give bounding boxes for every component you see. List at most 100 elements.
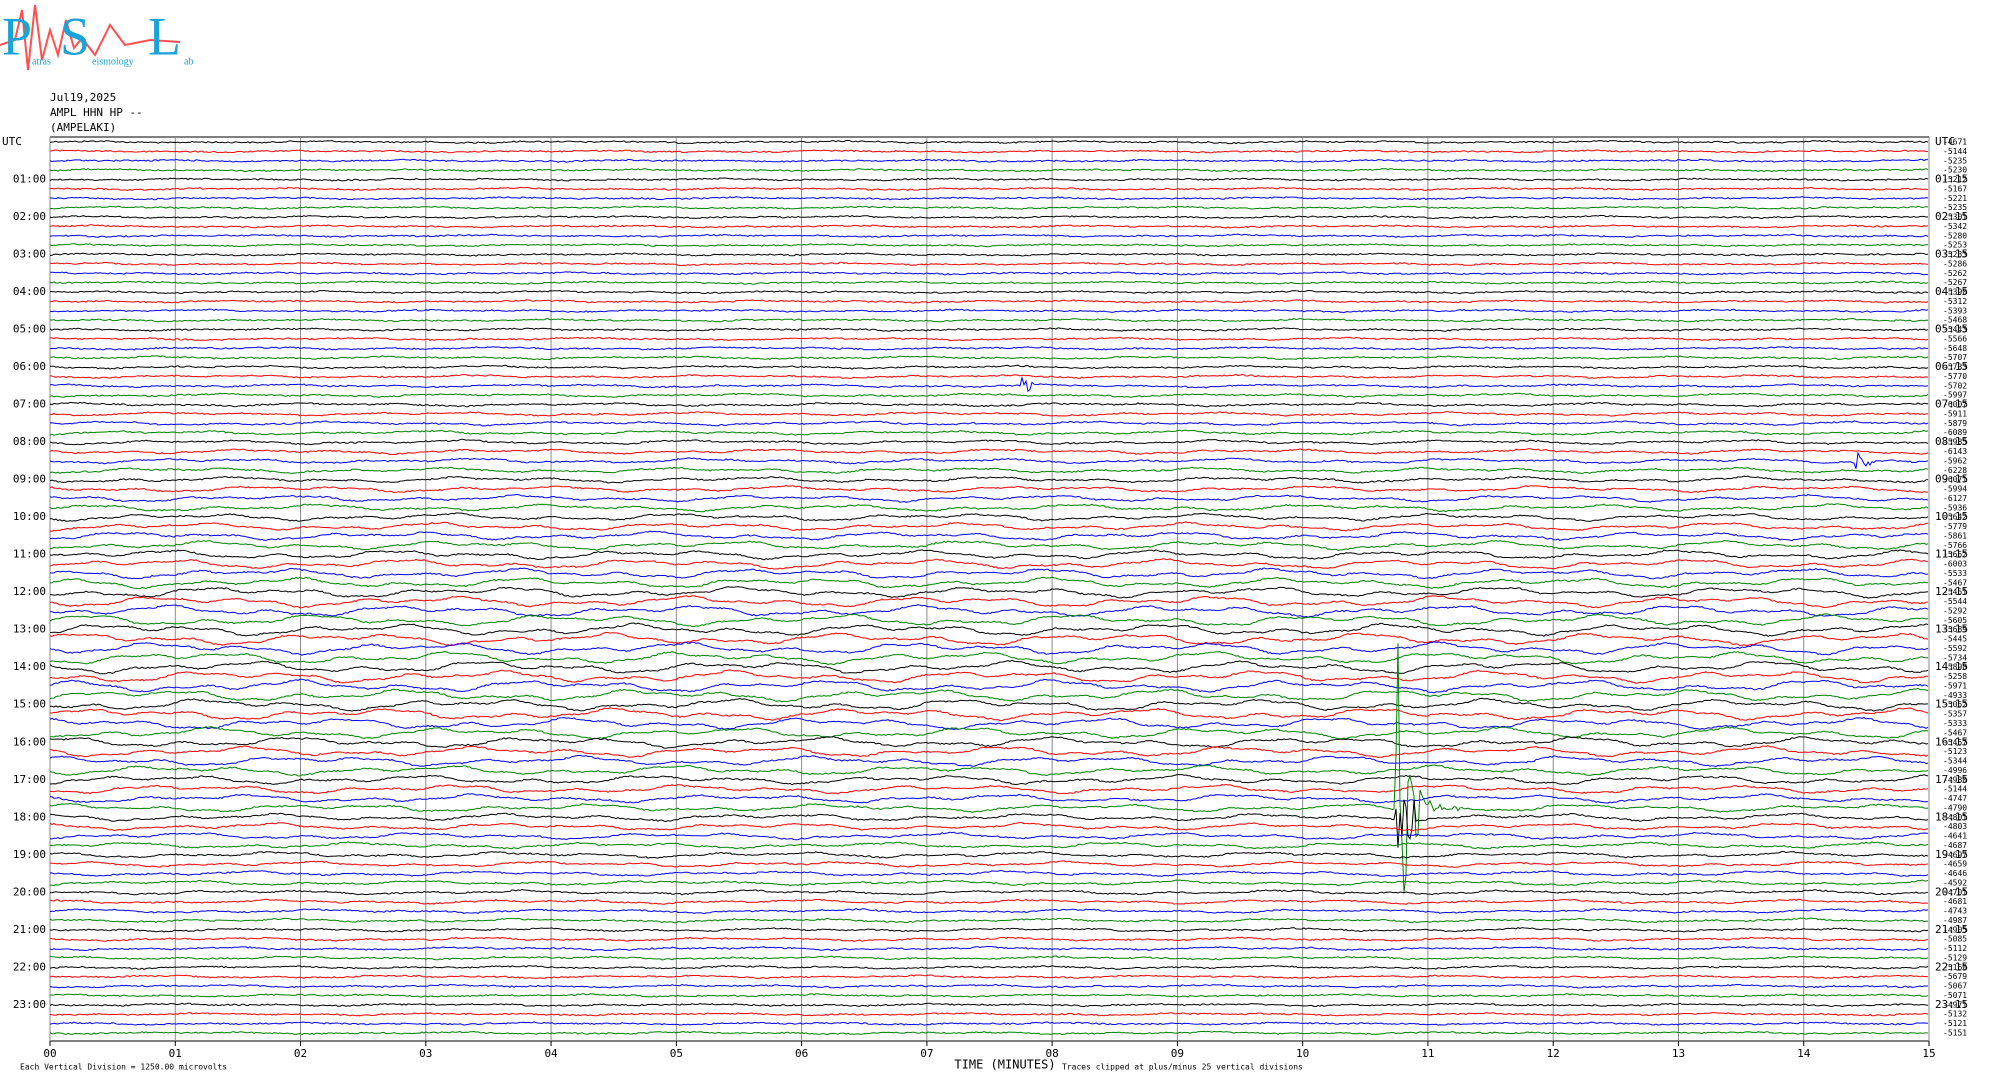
trace [49, 576, 1929, 590]
trace-offset: -5342 [1943, 222, 1967, 231]
hour-label-left: 05:00 [13, 323, 46, 336]
trace-offset: -6071 [1943, 475, 1967, 484]
trace [49, 707, 1929, 722]
x-tick-label: 03 [419, 1047, 432, 1060]
trace-offset: -5936 [1943, 503, 1967, 512]
trace [49, 503, 1929, 513]
station: AMPL HHN HP -- [50, 106, 143, 119]
logo-wave [0, 4, 181, 71]
trace [49, 622, 1929, 637]
trace-offset: -5911 [1943, 409, 1967, 418]
trace-offset: -5779 [1943, 522, 1967, 531]
trace [49, 651, 1928, 666]
trace-offset: -5985 [1943, 438, 1967, 447]
trace [49, 936, 1929, 943]
logo-word: eismology [92, 56, 134, 67]
trace [49, 530, 1929, 542]
trace-offset: -5301 [1943, 213, 1967, 222]
trace [49, 243, 1928, 248]
trace [49, 974, 1929, 980]
logo-word: ab [184, 56, 193, 67]
trace [49, 466, 1929, 475]
logo-letter: P [2, 6, 32, 66]
trace [49, 888, 1929, 896]
trace-offset: -5286 [1943, 259, 1967, 268]
trace-offset: -4641 [1943, 832, 1967, 841]
hour-label-right: 05:15 [1935, 323, 1968, 336]
trace [49, 252, 1929, 257]
trace [49, 512, 1929, 522]
trace-offset: -5457 [1943, 738, 1967, 747]
trace-offset: -4933 [1943, 691, 1967, 700]
trace [49, 945, 1929, 952]
trace [49, 754, 1929, 768]
trace-offset: -5766 [1943, 541, 1967, 550]
trace [49, 1021, 1929, 1026]
trace-offset: -4681 [1943, 897, 1967, 906]
trace-offset: -5733 [1943, 363, 1967, 372]
trace [49, 917, 1929, 924]
trace [49, 831, 1929, 841]
trace-offset: -5212 [1943, 175, 1967, 184]
trace [49, 783, 1929, 795]
trace [49, 420, 1929, 427]
x-tick-label: 06 [795, 1047, 808, 1060]
trace [49, 567, 1928, 580]
trace-offset: -4701 [1943, 888, 1967, 897]
hour-label-right: 07:15 [1935, 398, 1968, 411]
trace [49, 392, 1929, 398]
trace [49, 280, 1929, 285]
trace-offset: -5445 [1943, 635, 1967, 644]
trace [49, 214, 1928, 220]
trace-offset: -4803 [1943, 822, 1967, 831]
trace [49, 879, 1929, 887]
hour-label-right: 18:15 [1935, 810, 1968, 823]
hour-label-right: 10:15 [1935, 510, 1968, 523]
trace-offset: -5067 [1943, 982, 1967, 991]
trace [49, 355, 1929, 361]
trace-offset: -5160 [1943, 963, 1967, 972]
trace-offset: -5333 [1943, 719, 1967, 728]
trace [49, 983, 1928, 989]
hour-label-left: 09:00 [13, 473, 46, 486]
hour-label-left: 04:00 [13, 285, 46, 298]
trace-offset: -5861 [1943, 531, 1967, 540]
trace [50, 697, 1929, 712]
trace [49, 336, 1929, 342]
trace-offset: -6089 [1943, 428, 1967, 437]
trace [49, 678, 1929, 694]
trace-offset: -5280 [1943, 231, 1967, 240]
trace-offset: -5235 [1943, 203, 1967, 212]
trace-offset: -5443 [1943, 325, 1967, 334]
trace [49, 908, 1929, 915]
trace-offset: -5879 [1943, 419, 1967, 428]
x-tick-label: 04 [544, 1047, 558, 1060]
trace-offset: -4671 [1943, 138, 1967, 147]
trace [49, 308, 1929, 314]
trace [49, 586, 1929, 599]
trace-offset: -4790 [1943, 803, 1967, 812]
x-tick-label: 00 [43, 1047, 56, 1060]
trace-offset: -5267 [1943, 278, 1967, 287]
trace [49, 373, 1929, 379]
trace-offset: -5605 [1943, 616, 1967, 625]
trace-offset: -4987 [1943, 916, 1967, 925]
trace-offset: -5971 [1943, 681, 1967, 690]
trace [49, 168, 1929, 173]
trace [49, 595, 1928, 609]
hour-label-left: 16:00 [13, 735, 46, 748]
hour-label-left: 02:00 [13, 210, 46, 223]
trace-offset: -4743 [1943, 907, 1967, 916]
trace-offset: -5898 [1943, 663, 1967, 672]
trace-offset: -4980 [1943, 775, 1967, 784]
hour-label-left: 23:00 [13, 998, 46, 1011]
trace [49, 484, 1929, 494]
trace [49, 139, 1929, 145]
trace [49, 927, 1929, 933]
trace-offset: -6127 [1943, 494, 1967, 503]
trace [49, 604, 1929, 618]
trace [49, 205, 1929, 210]
trace [49, 521, 1929, 532]
trace-offset: -5144 [1943, 785, 1967, 794]
